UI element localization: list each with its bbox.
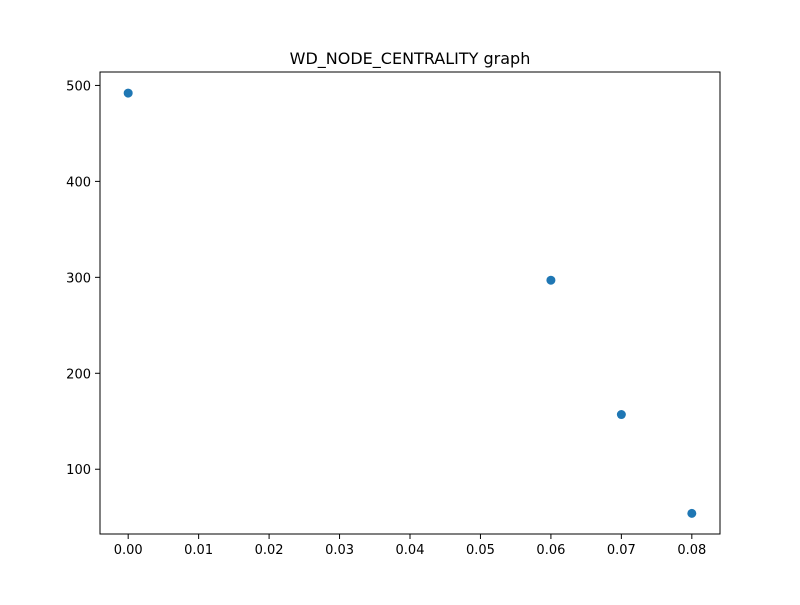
y-tick-label: 400 xyxy=(66,175,91,190)
x-tick-label: 0.02 xyxy=(255,543,284,558)
x-tick-label: 0.05 xyxy=(466,543,495,558)
data-points xyxy=(123,88,697,518)
y-tick-label: 500 xyxy=(66,79,91,94)
y-tick-label: 100 xyxy=(66,463,91,478)
chart-title: WD_NODE_CENTRALITY graph xyxy=(290,49,531,69)
data-point xyxy=(123,88,133,98)
data-point xyxy=(616,410,626,420)
data-point xyxy=(546,275,556,285)
x-tick-label: 0.07 xyxy=(607,543,636,558)
y-tick-label: 200 xyxy=(66,367,91,382)
axes: 0.00 0.01 0.02 0.03 0.04 0.05 0.06 0.07 0.08 100 2… xyxy=(66,79,706,558)
data-point xyxy=(687,508,697,518)
x-tick-label: 0.00 xyxy=(114,543,143,558)
x-tick-label: 0.04 xyxy=(396,543,425,558)
plot-frame xyxy=(99,71,721,535)
x-tick-label: 0.08 xyxy=(677,543,706,558)
x-tick-label: 0.03 xyxy=(325,543,354,558)
x-tick-label: 0.06 xyxy=(536,543,565,558)
y-tick-label: 300 xyxy=(66,271,91,286)
x-tick-label: 0.01 xyxy=(184,543,213,558)
